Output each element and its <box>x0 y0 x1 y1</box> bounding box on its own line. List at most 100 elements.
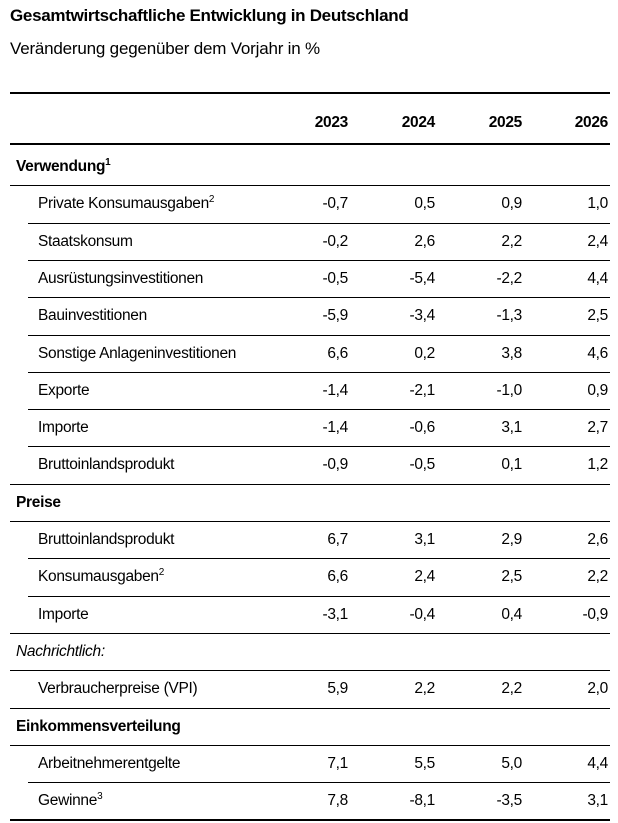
row-label: Bruttoinlandsprodukt <box>38 455 174 475</box>
cell-value: 2,5 <box>501 568 522 586</box>
footnote-marker: 3 <box>97 791 103 803</box>
rule <box>10 92 610 94</box>
cell-value: 7,1 <box>327 754 348 772</box>
row-label: Private Konsumausgaben2 <box>38 194 214 214</box>
row-label: Importe <box>38 418 89 438</box>
row-label: Verbraucherpreise (VPI) <box>38 679 198 699</box>
cell-value: 0,9 <box>587 381 608 399</box>
row-label: Bauinvestitionen <box>38 306 147 326</box>
cell-value: -8,1 <box>409 792 435 810</box>
cell-value: 6,7 <box>327 531 348 548</box>
cell-value: 2,9 <box>501 531 522 548</box>
cell-value: 3,1 <box>501 419 522 437</box>
row-label-text: Arbeitnehmerentgelte <box>38 754 181 772</box>
cell-value: -0,9 <box>322 456 348 474</box>
title: Gesamtwirtschaftliche Entwicklung in Deu… <box>10 6 409 25</box>
row-label-text: Staatskonsum <box>38 232 133 250</box>
cell-value: -2,1 <box>409 381 435 399</box>
cell-value: 7,8 <box>327 792 348 810</box>
cell-value: 5,0 <box>501 754 522 772</box>
section-title: Verwendung1 <box>16 157 111 177</box>
rule <box>28 297 610 299</box>
row-label: Staatskonsum <box>38 232 133 252</box>
cell-value: 5,9 <box>327 680 348 698</box>
cell-value: -3,1 <box>322 605 348 623</box>
cell-value: -1,4 <box>322 419 348 437</box>
section-title-text: Nachrichtlich: <box>16 642 105 660</box>
cell-value: 3,8 <box>501 344 522 362</box>
rule <box>28 446 610 448</box>
rule <box>10 744 610 746</box>
rule <box>28 558 610 560</box>
row-label-text: Bruttoinlandsprodukt <box>38 531 175 548</box>
column-header: 2024 <box>401 114 436 131</box>
cell-value: -5,4 <box>409 269 435 287</box>
cell-value: 0,2 <box>414 344 435 362</box>
row-label: Bruttoinlandsprodukt <box>38 530 174 550</box>
row-label-text: Ausrüstungsinvestitionen <box>38 269 204 287</box>
cell-value: 0,5 <box>414 195 435 213</box>
footnote-marker: 2 <box>158 567 165 579</box>
row-label-text: Importe <box>38 419 89 437</box>
cell-value: -3,4 <box>409 307 435 325</box>
rule <box>28 409 610 411</box>
rule <box>10 707 610 709</box>
rule <box>28 371 610 373</box>
cell-value: -0,4 <box>409 605 435 623</box>
section-title: Nachrichtlich: <box>16 642 105 662</box>
cell-value: 1,2 <box>587 456 608 474</box>
section-title: Einkommensverteilung <box>16 717 181 737</box>
rule <box>10 670 610 672</box>
row-label-text: Bauinvestitionen <box>38 307 147 325</box>
cell-value: 6,6 <box>327 568 348 586</box>
cell-value: -1,0 <box>496 381 522 399</box>
cell-value: 2,2 <box>501 232 522 250</box>
row-label-text: Gewinne <box>38 792 98 810</box>
row-label: Importe <box>38 605 89 625</box>
row-label: Arbeitnehmerentgelte <box>38 754 181 774</box>
cell-value: -0,2 <box>322 232 348 250</box>
row-label-text: Verbraucherpreise (VPI) <box>38 680 198 698</box>
cell-value: -1,3 <box>496 307 522 325</box>
rule <box>10 143 610 145</box>
cell-value: 2,4 <box>587 232 608 250</box>
row-label: Ausrüstungsinvestitionen <box>38 269 203 289</box>
cell-value: 2,0 <box>587 680 608 698</box>
cell-value: -2,2 <box>496 269 522 287</box>
section-title-text: Preise <box>16 493 61 511</box>
cell-value: 5,5 <box>414 754 435 772</box>
cell-value: 4,4 <box>587 269 608 287</box>
rule <box>10 521 610 522</box>
rule <box>10 185 610 187</box>
cell-value: 4,6 <box>587 344 608 362</box>
row-label: Exporte <box>38 381 90 401</box>
section-title: Preise <box>16 493 61 513</box>
cell-value: -1,4 <box>322 381 348 399</box>
row-label-text: Sonstige Anlageninvestitionen <box>38 344 237 362</box>
row-label: Konsumausgaben2 <box>38 567 164 587</box>
footnote-marker: 2 <box>208 194 215 206</box>
subtitle: Veränderung gegenüber dem Vorjahr in % <box>10 39 320 58</box>
cell-value: 0,1 <box>501 456 522 474</box>
cell-value: 2,6 <box>414 232 435 250</box>
footnote-marker: 1 <box>105 157 111 168</box>
cell-value: 2,7 <box>587 419 608 437</box>
cell-value: 2,2 <box>414 680 435 698</box>
cell-value: 0,4 <box>501 605 522 623</box>
rule <box>10 819 610 822</box>
cell-value: -0,6 <box>409 419 435 437</box>
row-label-text: Bruttoinlandsprodukt <box>38 456 175 474</box>
section-title-text: Einkommensverteilung <box>16 717 181 735</box>
column-header: 2025 <box>488 114 523 131</box>
cell-value: -0,9 <box>582 605 608 623</box>
cell-value: -0,5 <box>409 456 435 474</box>
row-label-text: Konsumausgaben <box>38 568 159 586</box>
row-label: Sonstige Anlageninvestitionen <box>38 344 236 364</box>
row-label: Gewinne3 <box>38 791 103 811</box>
cell-value: -0,5 <box>322 269 348 287</box>
cell-value: 1,0 <box>587 195 608 213</box>
column-header: 2023 <box>314 114 349 131</box>
rule <box>10 483 610 485</box>
row-label-text: Exporte <box>38 381 90 399</box>
cell-value: -3,5 <box>496 792 522 810</box>
